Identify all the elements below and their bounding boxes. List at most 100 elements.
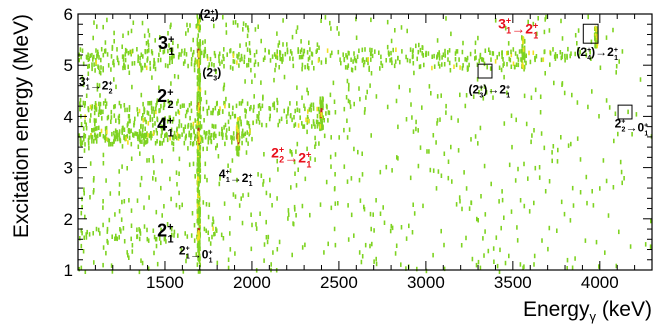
noise-cell xyxy=(225,30,228,35)
band-cell xyxy=(100,65,102,70)
band-cell xyxy=(367,60,369,66)
hot-cell xyxy=(236,127,239,132)
noise-cell xyxy=(148,33,151,38)
noise-cell xyxy=(346,118,348,123)
band-cell xyxy=(289,56,291,61)
noise-cell xyxy=(614,111,617,116)
noise-cell xyxy=(587,104,589,110)
band-cell xyxy=(156,100,158,106)
band-cell xyxy=(177,109,179,114)
noise-cell xyxy=(80,243,83,249)
noise-cell xyxy=(240,53,243,59)
noise-cell xyxy=(123,199,126,204)
band-cell xyxy=(329,53,332,58)
noise-cell xyxy=(480,194,482,199)
noise-cell xyxy=(333,99,336,104)
noise-cell xyxy=(359,96,361,102)
line-cell xyxy=(197,193,199,198)
band-cell xyxy=(248,131,250,137)
noise-cell xyxy=(276,97,278,103)
noise-cell xyxy=(163,49,166,54)
noise-cell xyxy=(198,144,201,149)
noise-cell xyxy=(350,212,353,218)
noise-cell xyxy=(618,229,620,235)
band-cell xyxy=(86,229,88,235)
band-cell xyxy=(326,48,329,53)
x-tick-label: 1500 xyxy=(146,273,184,292)
band-cell xyxy=(90,134,93,140)
band-cell xyxy=(194,136,196,141)
hot-cell xyxy=(197,59,200,64)
band-cell xyxy=(378,50,380,55)
noise-cell xyxy=(104,40,107,45)
band-cell xyxy=(147,111,150,116)
band-cell xyxy=(249,48,251,53)
noise-cell xyxy=(445,16,447,21)
noise-cell xyxy=(533,200,535,206)
noise-cell xyxy=(474,40,477,46)
band-cell xyxy=(218,54,220,59)
noise-cell xyxy=(93,20,95,25)
line-cell xyxy=(197,117,199,123)
line-cell xyxy=(198,27,201,32)
noise-cell xyxy=(190,122,192,128)
noise-cell xyxy=(113,30,115,36)
noise-cell xyxy=(78,266,80,272)
noise-cell xyxy=(269,193,271,198)
noise-cell xyxy=(355,16,357,22)
band-cell xyxy=(162,49,165,55)
noise-cell xyxy=(587,14,589,20)
band-cell xyxy=(269,106,272,112)
noise-cell xyxy=(539,94,542,99)
line-cell xyxy=(522,36,524,41)
noise-cell xyxy=(155,243,158,249)
band-cell xyxy=(444,53,446,58)
line-cell xyxy=(199,120,201,126)
band-cell xyxy=(461,49,464,55)
noise-cell xyxy=(92,190,95,195)
annotation-box-3 xyxy=(617,104,633,120)
band-cell xyxy=(264,47,266,53)
band-cell xyxy=(464,57,466,62)
line-cell xyxy=(196,131,199,137)
band-cell xyxy=(570,51,572,56)
band-cell xyxy=(529,59,532,65)
noise-cell xyxy=(482,96,485,101)
band-cell xyxy=(95,103,98,108)
band-cell xyxy=(577,47,579,52)
band-cell xyxy=(163,126,165,131)
noise-cell xyxy=(159,57,162,63)
noise-cell xyxy=(474,134,477,139)
hot-cell xyxy=(198,105,200,110)
noise-cell xyxy=(102,199,104,204)
band-cell xyxy=(291,117,293,123)
noise-cell xyxy=(545,14,547,20)
noise-cell xyxy=(219,176,221,181)
noise-cell xyxy=(275,62,277,68)
noise-cell xyxy=(484,229,486,234)
band-cell xyxy=(311,52,314,57)
noise-cell xyxy=(478,89,480,95)
band-cell xyxy=(100,128,103,134)
noise-cell xyxy=(273,77,275,83)
line-cell xyxy=(594,35,596,41)
band-cell xyxy=(364,47,366,52)
noise-cell xyxy=(511,144,513,150)
noise-cell xyxy=(178,205,181,210)
noise-cell xyxy=(309,212,311,218)
band-cell xyxy=(233,136,235,141)
line-cell xyxy=(523,45,526,51)
noise-cell xyxy=(287,212,290,217)
noise-cell xyxy=(506,90,508,96)
noise-cell xyxy=(530,95,533,100)
band-cell xyxy=(320,119,322,125)
band-cell xyxy=(343,57,346,63)
noise-cell xyxy=(212,219,215,225)
band-cell xyxy=(171,59,173,64)
band-cell xyxy=(105,125,108,131)
band-cell xyxy=(303,103,305,108)
noise-cell xyxy=(141,116,143,121)
band-cell xyxy=(104,49,107,54)
noise-cell xyxy=(234,251,236,256)
band-cell xyxy=(208,105,210,111)
